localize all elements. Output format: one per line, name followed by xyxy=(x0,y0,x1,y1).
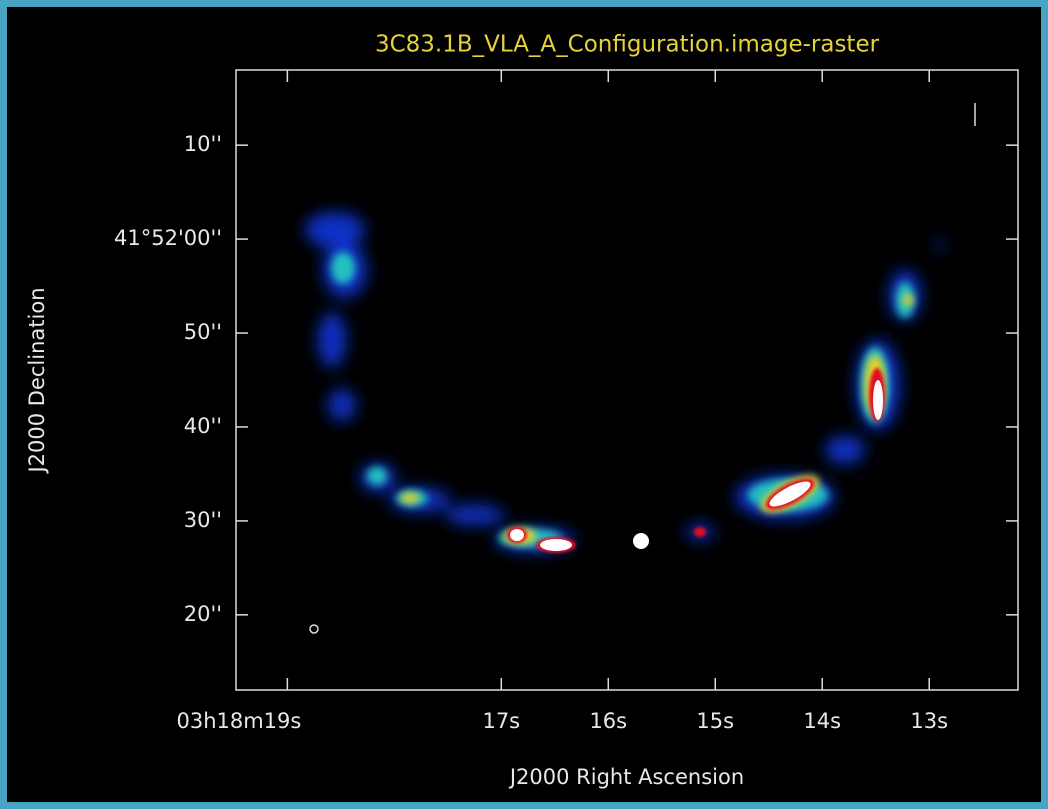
y-tick-label: 20'' xyxy=(184,602,222,626)
y-tick-label: 50'' xyxy=(184,320,222,344)
chart-title: 3C83.1B_VLA_A_Configuration.image-raster xyxy=(375,32,880,58)
beam xyxy=(309,624,319,634)
x-tick-label: 14s xyxy=(803,709,841,733)
x-tick-label: 16s xyxy=(589,709,627,733)
y-tick-label: 30'' xyxy=(184,508,222,532)
y-axis-label: J2000 Declination xyxy=(25,287,49,474)
plot-frame xyxy=(235,69,1019,691)
y-tick-label: 40'' xyxy=(184,414,222,438)
x-tick-label: 03h18m19s xyxy=(176,709,301,733)
y-tick-label: 10'' xyxy=(184,132,222,156)
x-tick-label: 15s xyxy=(696,709,734,733)
y-tick-label: 41°52'00'' xyxy=(114,226,222,250)
x-tick-label: 17s xyxy=(482,709,520,733)
x-tick-label: 13s xyxy=(910,709,948,733)
radio-source xyxy=(305,212,945,553)
x-axis-label: J2000 Right Ascension xyxy=(508,765,744,789)
